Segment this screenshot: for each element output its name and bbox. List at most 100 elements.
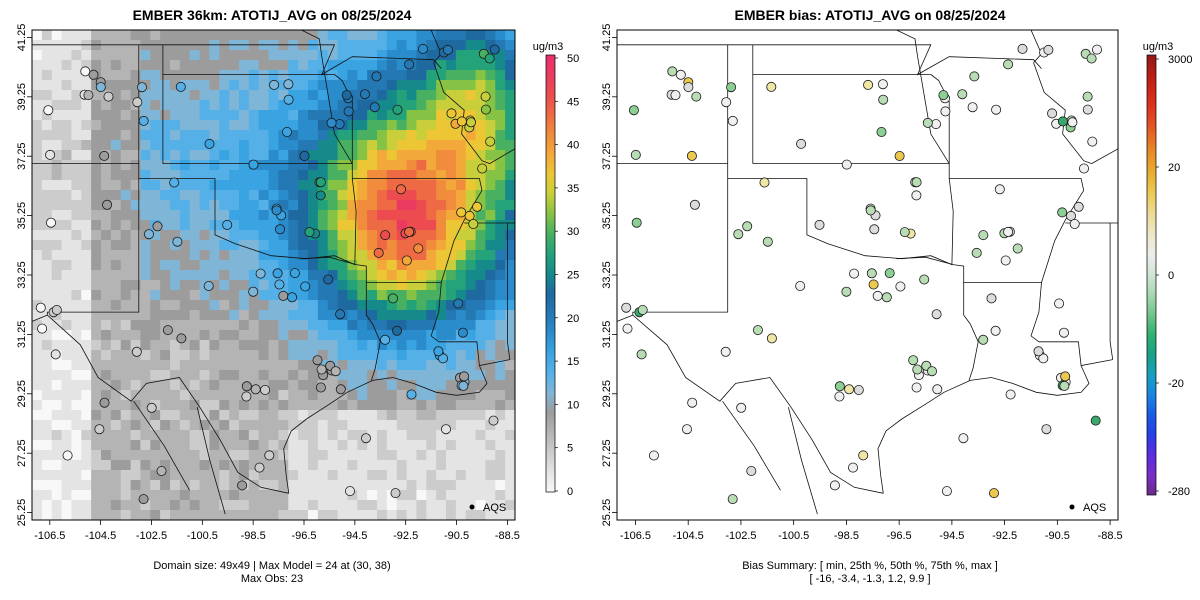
aqs-site-marker <box>1001 256 1010 265</box>
model-cell <box>91 60 101 71</box>
model-cell <box>180 360 190 371</box>
model-cell <box>288 200 298 211</box>
model-cell <box>180 180 190 191</box>
aqs-site-marker <box>489 416 498 425</box>
model-cell <box>426 290 436 301</box>
model-cell <box>32 120 42 131</box>
model-cell <box>308 140 318 151</box>
model-cell <box>416 510 426 521</box>
model-cell <box>249 90 259 101</box>
model-cell <box>318 500 328 511</box>
aqs-site-marker <box>743 222 752 231</box>
model-cell <box>180 50 190 61</box>
model-cell <box>140 220 150 231</box>
model-cell <box>219 420 229 431</box>
model-cell <box>101 330 111 341</box>
model-cell <box>367 170 377 181</box>
model-cell <box>367 290 377 301</box>
model-cell <box>387 510 397 521</box>
aqs-site-marker <box>273 269 282 278</box>
model-cell <box>436 400 446 411</box>
model-cell <box>200 350 210 361</box>
model-cell <box>140 240 150 251</box>
model-cell <box>259 190 269 201</box>
model-cell <box>397 130 407 141</box>
model-cell <box>446 130 456 141</box>
model-cell <box>71 370 81 381</box>
model-cell <box>111 160 121 171</box>
model-cell <box>219 180 229 191</box>
model-cell <box>485 330 495 341</box>
model-cell <box>140 180 150 191</box>
model-cell <box>81 470 91 481</box>
model-cell <box>347 190 357 201</box>
model-cell <box>407 170 417 181</box>
aqs-legend-label: AQS <box>1083 502 1106 514</box>
model-cell <box>269 360 279 371</box>
model-cell <box>190 380 200 391</box>
model-cell <box>62 250 72 261</box>
model-cell <box>121 40 131 51</box>
aqs-site-marker <box>767 334 776 343</box>
model-cell <box>150 170 160 181</box>
model-cell <box>101 480 111 491</box>
model-cell <box>32 250 42 261</box>
model-cell <box>505 230 515 241</box>
model-cell <box>278 500 288 511</box>
model-cell <box>367 320 377 331</box>
model-cell <box>407 300 417 311</box>
model-cell <box>347 320 357 331</box>
model-cell <box>446 310 456 321</box>
model-cell <box>298 290 308 301</box>
model-cell <box>476 450 486 461</box>
model-cell <box>219 390 229 401</box>
model-cell <box>416 370 426 381</box>
model-cell <box>52 50 62 61</box>
aqs-site-marker <box>867 269 876 278</box>
model-cell <box>32 100 42 111</box>
model-cell <box>288 330 298 341</box>
model-cell <box>288 400 298 411</box>
model-cell <box>367 140 377 151</box>
model-cell <box>407 410 417 421</box>
model-cell <box>239 400 249 411</box>
model-cell <box>91 320 101 331</box>
model-cell <box>52 480 62 491</box>
model-cell <box>170 360 180 371</box>
aqs-site-marker <box>133 98 142 107</box>
model-cell <box>446 360 456 371</box>
model-cell <box>81 220 91 231</box>
model-cell <box>407 310 417 321</box>
model-cell <box>387 210 397 221</box>
model-cell <box>397 500 407 511</box>
model-cell <box>190 140 200 151</box>
model-cell <box>446 60 456 71</box>
model-cell <box>190 460 200 471</box>
model-cell <box>328 480 338 491</box>
model-cell <box>436 160 446 171</box>
model-cell <box>52 120 62 131</box>
model-cell <box>436 270 446 281</box>
model-cell <box>160 50 170 61</box>
model-cell <box>407 290 417 301</box>
model-cell <box>180 320 190 331</box>
model-cell <box>180 110 190 121</box>
model-cell <box>308 470 318 481</box>
model-cell <box>288 30 298 41</box>
model-cell <box>347 250 357 261</box>
model-cell <box>338 220 348 231</box>
model-cell <box>150 240 160 251</box>
model-cell <box>338 180 348 191</box>
model-cell <box>32 280 42 291</box>
x-tick-label: -100.5 <box>778 530 809 542</box>
aqs-site-marker <box>344 107 353 116</box>
aqs-site-marker <box>753 326 762 335</box>
model-cell <box>239 140 249 151</box>
model-cell <box>416 440 426 451</box>
model-cell <box>288 470 298 481</box>
aqs-site-marker <box>153 222 162 231</box>
aqs-site-marker <box>909 356 918 365</box>
model-cell <box>190 220 200 231</box>
model-cell <box>426 210 436 221</box>
colorbar-tick-label: 35 <box>567 183 579 195</box>
